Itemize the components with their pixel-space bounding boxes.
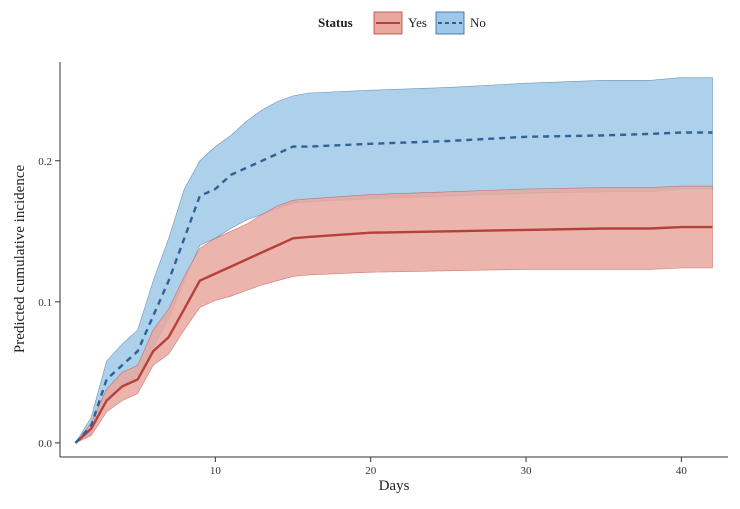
- x-tick-label: 40: [676, 465, 688, 477]
- x-axis-title: Days: [379, 478, 410, 494]
- legend-title: Status: [318, 15, 353, 30]
- x-ticks: 10 20 30 40: [210, 457, 688, 477]
- y-axis-title: Predicted cumulative incidence: [12, 165, 28, 354]
- y-ticks: 0.0 0.1 0.2: [38, 156, 60, 450]
- legend-key-no: [435, 11, 465, 35]
- x-tick-label: 20: [365, 465, 377, 477]
- confidence-bands: [74, 77, 713, 444]
- x-tick-label: 10: [210, 465, 222, 477]
- legend-label-no: No: [470, 15, 486, 30]
- band-yes: [75, 185, 713, 444]
- y-tick-label: 0.0: [38, 438, 52, 450]
- series-lines: [74, 131, 713, 444]
- series-line-yes: [74, 225, 713, 444]
- y-tick-label: 0.2: [38, 156, 52, 168]
- x-tick-label: 30: [521, 465, 533, 477]
- legend-label-yes: Yes: [408, 15, 427, 30]
- legend: Status Yes No: [318, 11, 486, 35]
- y-tick-label: 0.1: [38, 297, 52, 309]
